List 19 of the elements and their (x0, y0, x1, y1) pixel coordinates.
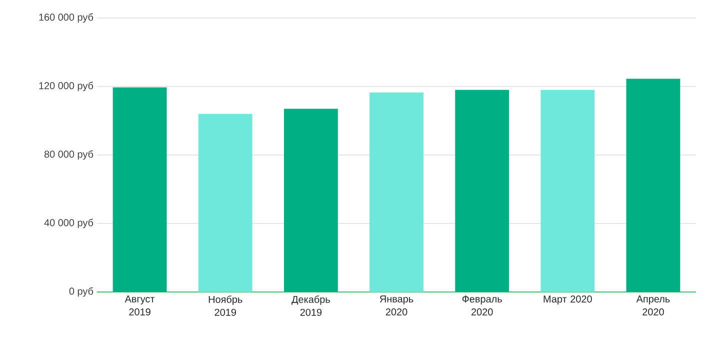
x-tick-label: Декабрь 2019 (292, 296, 330, 316)
y-tick-label: 120 000 руб (39, 82, 94, 92)
x-tick-label: Март 2020 (544, 296, 592, 305)
y-tick-label: 160 000 руб (39, 13, 94, 23)
bar (540, 90, 595, 292)
x-tick-label: Январь 2020 (380, 296, 414, 316)
bar (284, 108, 338, 292)
bar (370, 92, 424, 292)
x-tick-label: Апрель 2020 (636, 296, 670, 316)
bar (198, 114, 252, 292)
x-tick-label: Август 2019 (124, 296, 155, 316)
x-tick-label: Ноябрь 2019 (208, 296, 242, 316)
bar (112, 87, 167, 292)
bar (626, 78, 680, 292)
y-tick-label: 40 000 руб (44, 218, 94, 228)
bar (455, 90, 510, 292)
y-tick-label: 80 000 руб (44, 150, 94, 160)
y-tick-label: 0 руб (69, 287, 94, 297)
x-tick-label: Февраль 2020 (462, 296, 502, 316)
